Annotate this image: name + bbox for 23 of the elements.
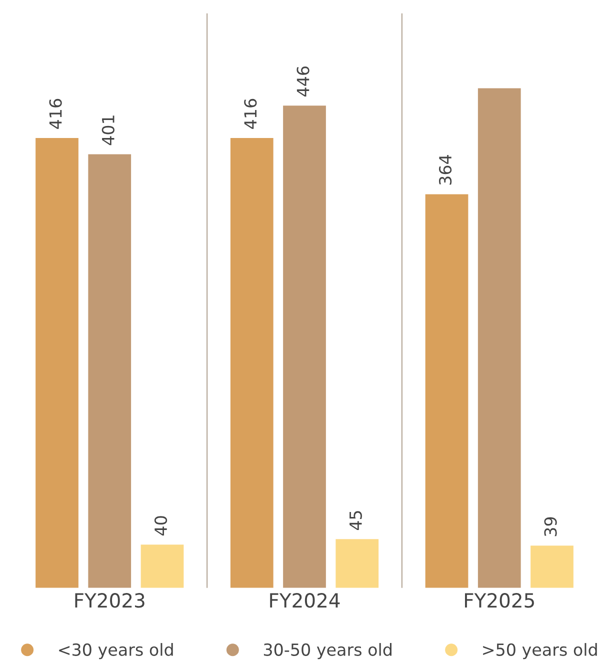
- bar: [36, 138, 78, 588]
- data-label: 40: [154, 516, 168, 536]
- bar: [478, 88, 521, 588]
- legend-label: <30 years old: [59, 643, 173, 660]
- data-label: 416: [49, 98, 62, 129]
- legend-label: >50 years old: [483, 643, 597, 660]
- bar: [425, 194, 468, 588]
- bar: [88, 154, 132, 588]
- x-tick-label: FY2025: [465, 593, 534, 608]
- bar: [530, 546, 574, 588]
- bar: [336, 539, 379, 588]
- legend-label: 30-50 years old: [264, 643, 392, 660]
- data-label: 446: [296, 66, 310, 96]
- data-label: 416: [244, 98, 257, 129]
- data-label: 45: [350, 511, 362, 530]
- x-tick-label: FY2023: [75, 593, 144, 608]
- bar: [230, 138, 274, 588]
- bar: [283, 106, 326, 588]
- data-label: 39: [544, 517, 557, 536]
- bar: [140, 544, 184, 588]
- data-label: 401: [102, 116, 114, 146]
- x-tick-label: FY2024: [270, 593, 340, 608]
- data-label: 364: [438, 155, 452, 185]
